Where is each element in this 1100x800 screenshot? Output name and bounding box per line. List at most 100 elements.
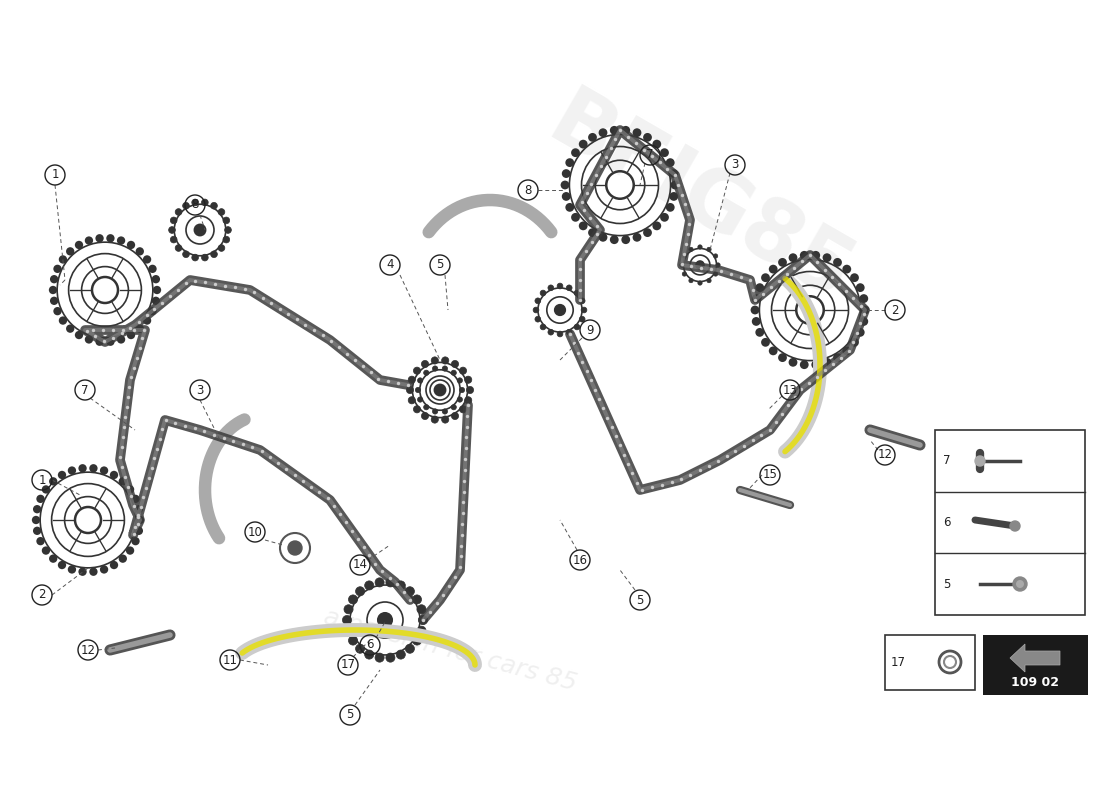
Circle shape bbox=[342, 615, 352, 625]
Point bbox=[322, 334, 340, 347]
Circle shape bbox=[365, 581, 374, 590]
Point bbox=[415, 614, 432, 626]
Circle shape bbox=[451, 370, 456, 375]
Circle shape bbox=[441, 357, 449, 364]
Point bbox=[124, 500, 142, 513]
Circle shape bbox=[375, 578, 384, 587]
Point bbox=[234, 438, 252, 450]
Circle shape bbox=[436, 386, 444, 394]
Circle shape bbox=[652, 140, 661, 149]
Point bbox=[441, 579, 459, 592]
Point bbox=[710, 454, 727, 467]
Point bbox=[122, 490, 140, 503]
Circle shape bbox=[414, 367, 420, 374]
Point bbox=[682, 260, 700, 273]
Text: 8: 8 bbox=[191, 198, 199, 211]
Circle shape bbox=[412, 636, 421, 645]
Text: 6: 6 bbox=[366, 638, 374, 651]
Circle shape bbox=[170, 236, 177, 243]
Text: 10: 10 bbox=[248, 526, 263, 538]
Point bbox=[169, 283, 187, 296]
Point bbox=[129, 509, 146, 522]
Circle shape bbox=[68, 566, 76, 574]
Point bbox=[143, 462, 161, 474]
Point bbox=[692, 262, 710, 274]
Point bbox=[624, 467, 641, 480]
Circle shape bbox=[644, 133, 652, 142]
Point bbox=[395, 586, 412, 598]
Circle shape bbox=[349, 636, 358, 645]
Circle shape bbox=[50, 297, 58, 305]
Point bbox=[154, 423, 172, 436]
Circle shape bbox=[170, 217, 177, 224]
Circle shape bbox=[58, 255, 67, 263]
Point bbox=[343, 524, 361, 537]
Circle shape bbox=[110, 561, 118, 569]
Point bbox=[587, 168, 605, 181]
Point bbox=[700, 459, 717, 472]
Point bbox=[399, 378, 417, 391]
Circle shape bbox=[36, 494, 45, 503]
Point bbox=[302, 480, 320, 493]
Point bbox=[780, 399, 798, 412]
Circle shape bbox=[1016, 580, 1024, 588]
Text: 7: 7 bbox=[647, 149, 653, 162]
Circle shape bbox=[565, 203, 574, 212]
Point bbox=[597, 150, 615, 163]
Circle shape bbox=[671, 181, 680, 190]
Circle shape bbox=[644, 228, 652, 237]
Circle shape bbox=[191, 199, 198, 206]
Point bbox=[459, 420, 476, 433]
Text: 12: 12 bbox=[878, 449, 892, 462]
Circle shape bbox=[756, 328, 764, 337]
Circle shape bbox=[365, 650, 374, 659]
Circle shape bbox=[460, 387, 464, 393]
Circle shape bbox=[58, 317, 67, 325]
Circle shape bbox=[408, 397, 416, 404]
Point bbox=[114, 431, 132, 444]
Circle shape bbox=[660, 213, 669, 222]
Circle shape bbox=[856, 328, 865, 337]
Circle shape bbox=[405, 644, 415, 654]
Circle shape bbox=[375, 653, 384, 662]
Point bbox=[773, 407, 791, 420]
Circle shape bbox=[89, 567, 98, 576]
Circle shape bbox=[224, 226, 231, 234]
Point bbox=[297, 318, 315, 331]
Circle shape bbox=[210, 202, 218, 209]
Point bbox=[574, 355, 592, 368]
Point bbox=[455, 485, 473, 498]
Circle shape bbox=[441, 416, 449, 423]
Circle shape bbox=[117, 236, 125, 245]
Point bbox=[310, 486, 328, 499]
Circle shape bbox=[377, 613, 393, 627]
Circle shape bbox=[218, 245, 224, 251]
Point bbox=[606, 132, 624, 145]
Text: 17: 17 bbox=[891, 655, 906, 669]
Point bbox=[294, 474, 311, 487]
Circle shape bbox=[464, 376, 472, 383]
Circle shape bbox=[689, 278, 693, 282]
Point bbox=[778, 268, 795, 281]
Point bbox=[744, 434, 761, 446]
Point bbox=[113, 326, 131, 339]
Point bbox=[454, 507, 472, 520]
Point bbox=[565, 337, 583, 350]
Point bbox=[130, 315, 147, 328]
Circle shape bbox=[110, 471, 118, 479]
Circle shape bbox=[66, 325, 75, 333]
Circle shape bbox=[697, 281, 702, 285]
Point bbox=[131, 342, 149, 354]
Point bbox=[619, 458, 637, 470]
Circle shape bbox=[859, 317, 868, 326]
Point bbox=[844, 336, 861, 349]
Point bbox=[770, 274, 788, 287]
Text: a passion for cars 85: a passion for cars 85 bbox=[321, 605, 580, 695]
Circle shape bbox=[66, 247, 75, 255]
Circle shape bbox=[119, 477, 126, 486]
Circle shape bbox=[100, 566, 108, 574]
Point bbox=[117, 411, 134, 424]
Text: 12: 12 bbox=[80, 643, 96, 657]
Circle shape bbox=[697, 245, 702, 249]
Point bbox=[455, 474, 473, 487]
